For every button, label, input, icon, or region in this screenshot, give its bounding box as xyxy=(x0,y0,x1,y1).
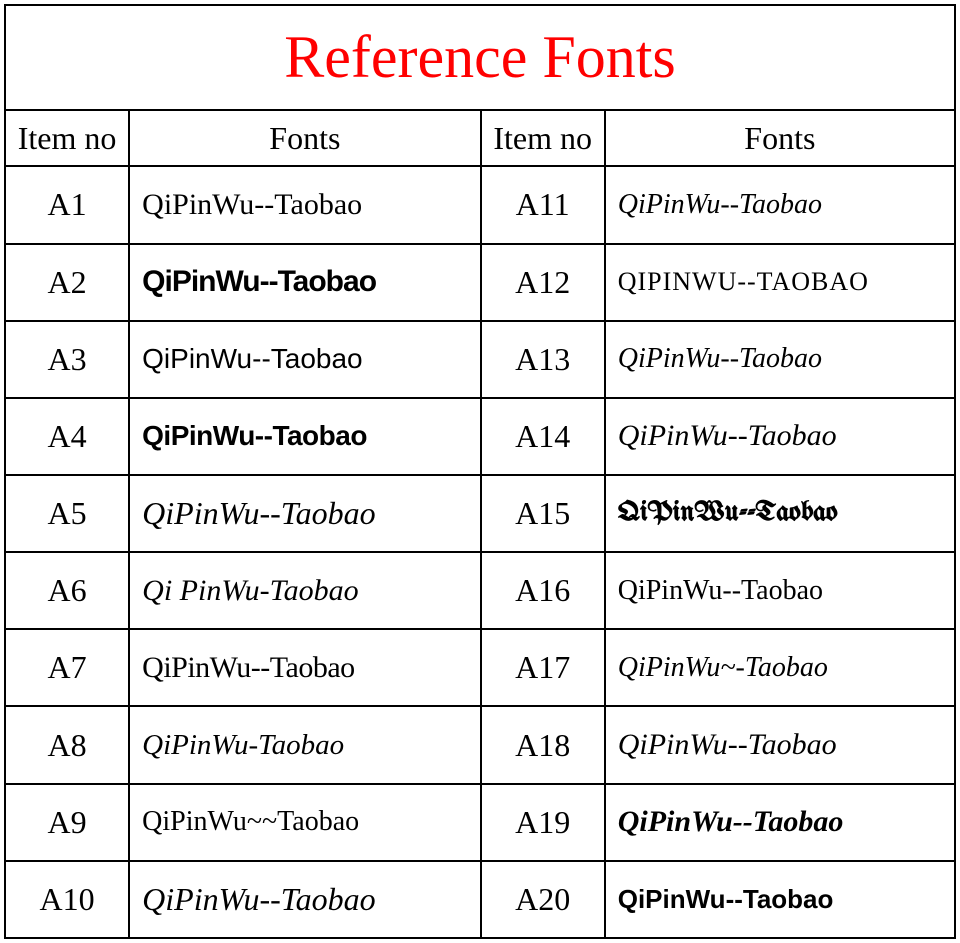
item-no-cell: A20 xyxy=(481,861,605,938)
item-no-cell: A7 xyxy=(5,629,129,706)
font-sample-cell: QiPinWu-Taobao xyxy=(129,706,480,783)
item-no-cell: A18 xyxy=(481,706,605,783)
font-sample-cell: QiPinWu--Taobao xyxy=(605,784,955,861)
item-no-cell: A10 xyxy=(5,861,129,938)
item-no-cell: A19 xyxy=(481,784,605,861)
font-sample-cell: QiPinWu--Taobao xyxy=(605,861,955,938)
item-no-cell: A12 xyxy=(481,244,605,321)
font-reference-table: Reference Fonts Item no Fonts Item no Fo… xyxy=(4,4,956,939)
item-no-cell: A14 xyxy=(481,398,605,475)
font-reference-container: Reference Fonts Item no Fonts Item no Fo… xyxy=(0,0,960,943)
item-no-cell: A2 xyxy=(5,244,129,321)
item-no-cell: A13 xyxy=(481,321,605,398)
item-no-cell: A3 xyxy=(5,321,129,398)
font-sample-cell: QiPinWu--Taobao xyxy=(129,244,480,321)
header-fonts-left: Fonts xyxy=(129,110,480,166)
font-sample-cell: QiPinWu--Taobao xyxy=(129,321,480,398)
font-sample-cell: QiPinWu--Taobao xyxy=(129,475,480,552)
table-row: A8QiPinWu-TaobaoA18QiPinWu--Taobao xyxy=(5,706,955,783)
item-no-cell: A8 xyxy=(5,706,129,783)
table-row: A1QiPinWu--TaobaoA11QiPinWu--Taobao xyxy=(5,166,955,243)
item-no-cell: A5 xyxy=(5,475,129,552)
font-sample-cell: QiPinWu~~Taobao xyxy=(129,784,480,861)
item-no-cell: A4 xyxy=(5,398,129,475)
font-sample-cell: QIPINWU--TAOBAO xyxy=(605,244,955,321)
item-no-cell: A9 xyxy=(5,784,129,861)
table-title: Reference Fonts xyxy=(5,5,955,110)
font-sample-cell: QiPinWu--Taobao xyxy=(605,321,955,398)
header-item-no-right: Item no xyxy=(481,110,605,166)
item-no-cell: A15 xyxy=(481,475,605,552)
font-sample-cell: QiPinWu--Taobao xyxy=(129,629,480,706)
font-sample-cell: Qi PinWu-Taobao xyxy=(129,552,480,629)
table-row: A7QiPinWu--TaobaoA17QiPinWu~-Taobao xyxy=(5,629,955,706)
title-row: Reference Fonts xyxy=(5,5,955,110)
table-row: A2QiPinWu--TaobaoA12QIPINWU--TAOBAO xyxy=(5,244,955,321)
table-row: A6Qi PinWu-TaobaoA16QiPinWu--Taobao xyxy=(5,552,955,629)
item-no-cell: A16 xyxy=(481,552,605,629)
header-item-no-left: Item no xyxy=(5,110,129,166)
font-sample-cell: QiPinWu--Taobao xyxy=(129,398,480,475)
font-sample-cell: QiPinWu--Taobao xyxy=(605,398,955,475)
font-sample-cell: QiPinWu--Taobao xyxy=(129,166,480,243)
table-row: A10QiPinWu--TaobaoA20QiPinWu--Taobao xyxy=(5,861,955,938)
font-sample-cell: QiPinWu--Taobao xyxy=(605,475,955,552)
item-no-cell: A17 xyxy=(481,629,605,706)
table-row: A9QiPinWu~~TaobaoA19QiPinWu--Taobao xyxy=(5,784,955,861)
table-row: A3QiPinWu--TaobaoA13QiPinWu--Taobao xyxy=(5,321,955,398)
font-sample-cell: QiPinWu--Taobao xyxy=(129,861,480,938)
table-row: A5QiPinWu--TaobaoA15QiPinWu--Taobao xyxy=(5,475,955,552)
header-row: Item no Fonts Item no Fonts xyxy=(5,110,955,166)
font-sample-cell: QiPinWu--Taobao xyxy=(605,552,955,629)
item-no-cell: A11 xyxy=(481,166,605,243)
table-row: A4QiPinWu--TaobaoA14QiPinWu--Taobao xyxy=(5,398,955,475)
header-fonts-right: Fonts xyxy=(605,110,955,166)
item-no-cell: A1 xyxy=(5,166,129,243)
font-sample-cell: QiPinWu--Taobao xyxy=(605,706,955,783)
font-sample-cell: QiPinWu--Taobao xyxy=(605,166,955,243)
font-sample-cell: QiPinWu~-Taobao xyxy=(605,629,955,706)
item-no-cell: A6 xyxy=(5,552,129,629)
